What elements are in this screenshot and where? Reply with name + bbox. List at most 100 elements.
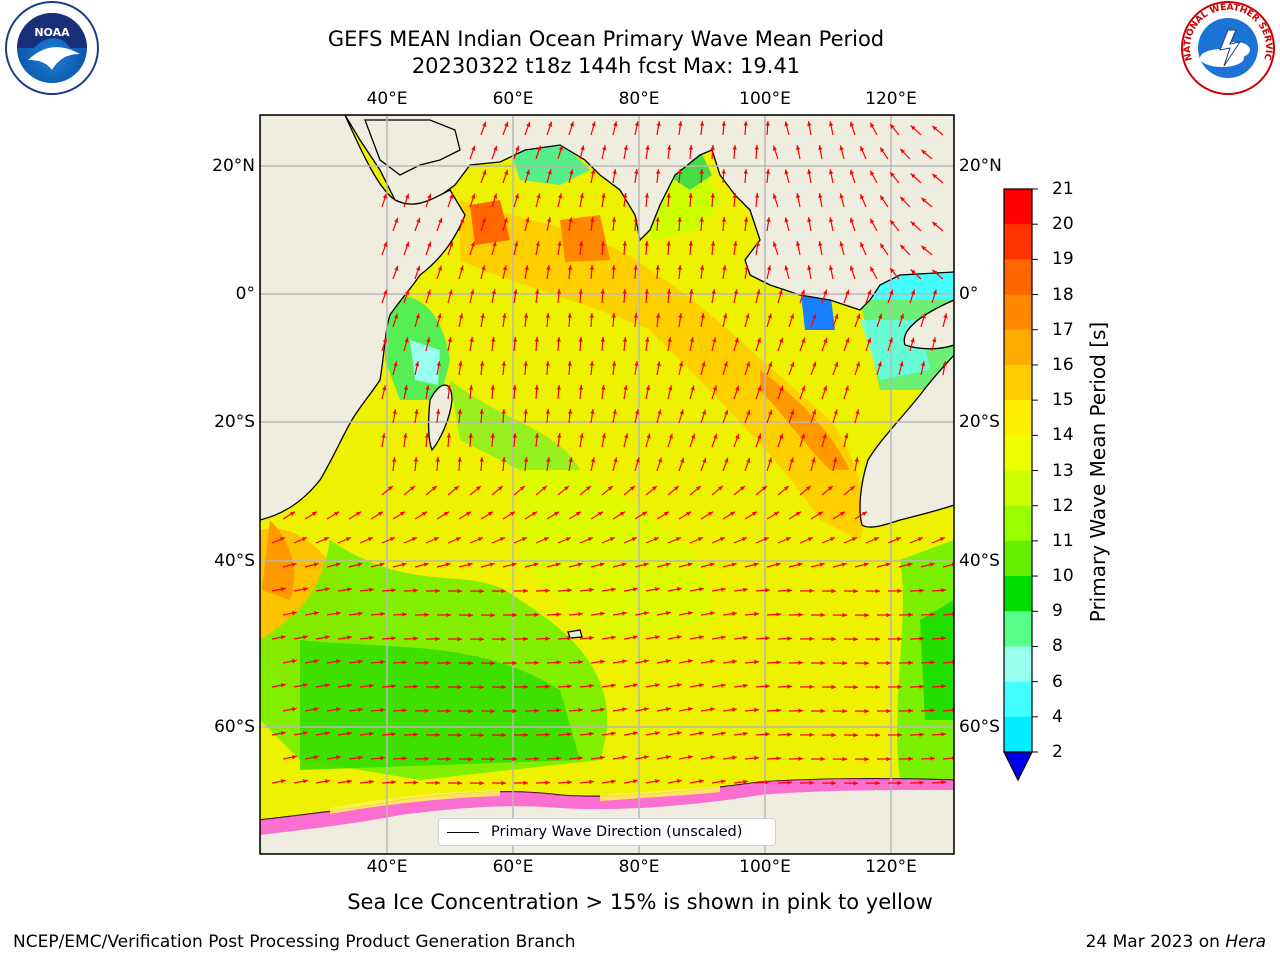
wave-arrow bbox=[854, 708, 870, 714]
wave-arrow bbox=[634, 562, 649, 568]
wave-arrow bbox=[579, 683, 594, 689]
wave-arrow bbox=[733, 587, 748, 593]
wave-arrow bbox=[435, 409, 441, 424]
wave-arrow bbox=[414, 265, 421, 280]
wave-arrow bbox=[524, 217, 530, 232]
wave-arrow bbox=[818, 241, 823, 256]
wave-arrow bbox=[491, 684, 507, 690]
wave-arrow bbox=[678, 121, 683, 136]
wave-arrow bbox=[666, 289, 672, 304]
wave-arrow bbox=[611, 312, 616, 328]
wave-arrow bbox=[612, 457, 618, 472]
wave-arrow bbox=[755, 485, 768, 496]
wave-arrow bbox=[480, 562, 495, 568]
wave-arrow bbox=[337, 587, 352, 592]
wave-arrow bbox=[688, 145, 694, 160]
colorbar-segment bbox=[1004, 259, 1032, 296]
wave-arrow bbox=[920, 313, 926, 328]
wave-arrow bbox=[414, 361, 420, 376]
wave-arrow bbox=[942, 313, 948, 328]
wave-arrow bbox=[590, 659, 605, 664]
wave-arrow bbox=[666, 240, 671, 256]
wave-arrow bbox=[601, 536, 616, 544]
wave-arrow bbox=[711, 779, 726, 784]
colorbar-tick-label: 11 bbox=[1052, 530, 1074, 551]
wave-arrow bbox=[491, 337, 496, 352]
wave-arrow bbox=[436, 361, 441, 376]
wave-arrow bbox=[545, 313, 551, 328]
wave-arrow bbox=[337, 731, 352, 736]
wave-arrow bbox=[887, 780, 903, 786]
wave-arrow bbox=[446, 432, 451, 448]
colorbar-segment bbox=[1004, 681, 1032, 718]
wave-arrow bbox=[567, 312, 572, 328]
wave-arrow bbox=[828, 217, 834, 232]
right-lat-tick-20n: 20°N bbox=[959, 156, 1002, 176]
wave-arrow bbox=[590, 217, 595, 232]
wave-arrow bbox=[370, 755, 385, 761]
wave-arrow bbox=[656, 659, 671, 664]
wave-arrow bbox=[876, 708, 892, 714]
wave-arrow bbox=[843, 588, 859, 594]
wave-arrow bbox=[601, 587, 616, 592]
wave-arrow bbox=[722, 409, 729, 424]
wave-arrow bbox=[887, 684, 903, 690]
map bbox=[260, 115, 954, 854]
wave-arrow bbox=[788, 708, 804, 713]
wave-arrow bbox=[512, 384, 517, 400]
wave-arrow bbox=[898, 708, 914, 714]
right-lat-tick-40s: 40°S bbox=[959, 551, 1000, 571]
wave-arrow bbox=[832, 313, 839, 328]
wave-arrow bbox=[879, 243, 889, 256]
wave-arrow bbox=[722, 265, 727, 280]
wave-arrow bbox=[887, 337, 893, 352]
wave-arrow bbox=[677, 168, 682, 184]
wave-arrow bbox=[623, 731, 638, 736]
wave-arrow bbox=[832, 612, 848, 618]
wave-arrow bbox=[656, 562, 671, 568]
wave-arrow bbox=[743, 217, 749, 232]
wave-arrow bbox=[666, 192, 671, 208]
wave-arrow bbox=[766, 562, 781, 568]
wave-arrow bbox=[523, 457, 529, 472]
wave-arrow bbox=[689, 635, 704, 640]
wave-arrow bbox=[282, 755, 297, 760]
wave-arrow bbox=[777, 536, 792, 544]
wave-arrow bbox=[733, 683, 748, 689]
wave-arrow bbox=[678, 562, 693, 568]
wave-arrow bbox=[568, 457, 573, 472]
wave-arrow bbox=[942, 361, 947, 376]
wave-arrow bbox=[656, 707, 671, 712]
legend-label: Primary Wave Direction (unscaled) bbox=[491, 824, 743, 840]
wave-arrow bbox=[849, 217, 856, 232]
wave-arrow bbox=[667, 536, 682, 544]
wave-arrow bbox=[546, 756, 562, 761]
wave-arrow bbox=[722, 313, 728, 328]
wave-arrow bbox=[436, 217, 443, 232]
colorbar-tick-label: 2 bbox=[1052, 742, 1063, 762]
colorbar-tick-label: 21 bbox=[1052, 179, 1074, 199]
wave-arrow bbox=[413, 457, 419, 472]
wave-arrow bbox=[458, 361, 463, 376]
colorbar-tick-label: 10 bbox=[1052, 566, 1074, 587]
wave-arrow bbox=[700, 611, 715, 616]
wave-arrow bbox=[876, 562, 891, 568]
wave-arrow bbox=[711, 337, 717, 352]
wave-arrow bbox=[744, 265, 749, 280]
wave-arrow bbox=[546, 612, 562, 617]
wave-arrow bbox=[865, 780, 881, 786]
wave-arrow bbox=[381, 385, 387, 400]
wave-arrow bbox=[821, 732, 837, 738]
wave-arrow bbox=[523, 360, 528, 376]
wave-arrow bbox=[766, 409, 773, 424]
wave-arrow bbox=[910, 125, 922, 136]
wave-arrow bbox=[700, 755, 715, 760]
wave-arrow bbox=[458, 265, 464, 280]
wave-arrow bbox=[721, 120, 726, 136]
wave-arrow bbox=[513, 684, 529, 690]
wave-arrow bbox=[469, 684, 485, 690]
wave-arrow bbox=[612, 611, 627, 616]
wave-arrow bbox=[898, 660, 914, 666]
wave-arrow bbox=[414, 409, 419, 424]
wave-arrow bbox=[579, 779, 594, 785]
